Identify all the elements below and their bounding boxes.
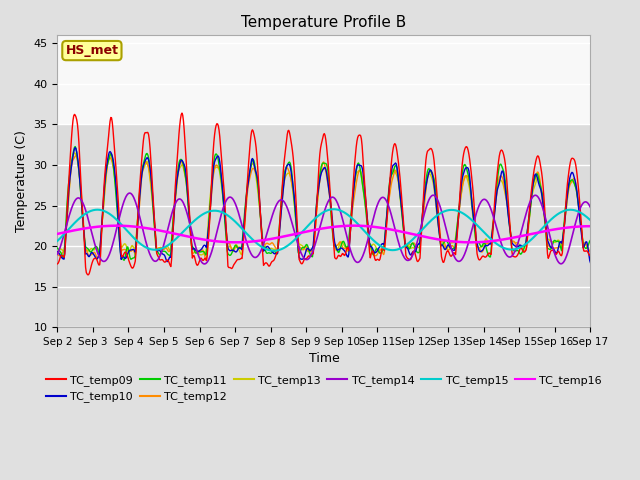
Title: Temperature Profile B: Temperature Profile B <box>241 15 406 30</box>
Bar <box>58 124 591 327</box>
Bar <box>58 36 591 124</box>
X-axis label: Time: Time <box>308 352 339 365</box>
Legend: TC_temp09, TC_temp10, TC_temp11, TC_temp12, TC_temp13, TC_temp14, TC_temp15, TC_: TC_temp09, TC_temp10, TC_temp11, TC_temp… <box>42 371 607 407</box>
Y-axis label: Temperature (C): Temperature (C) <box>15 130 28 232</box>
Text: HS_met: HS_met <box>65 44 118 57</box>
